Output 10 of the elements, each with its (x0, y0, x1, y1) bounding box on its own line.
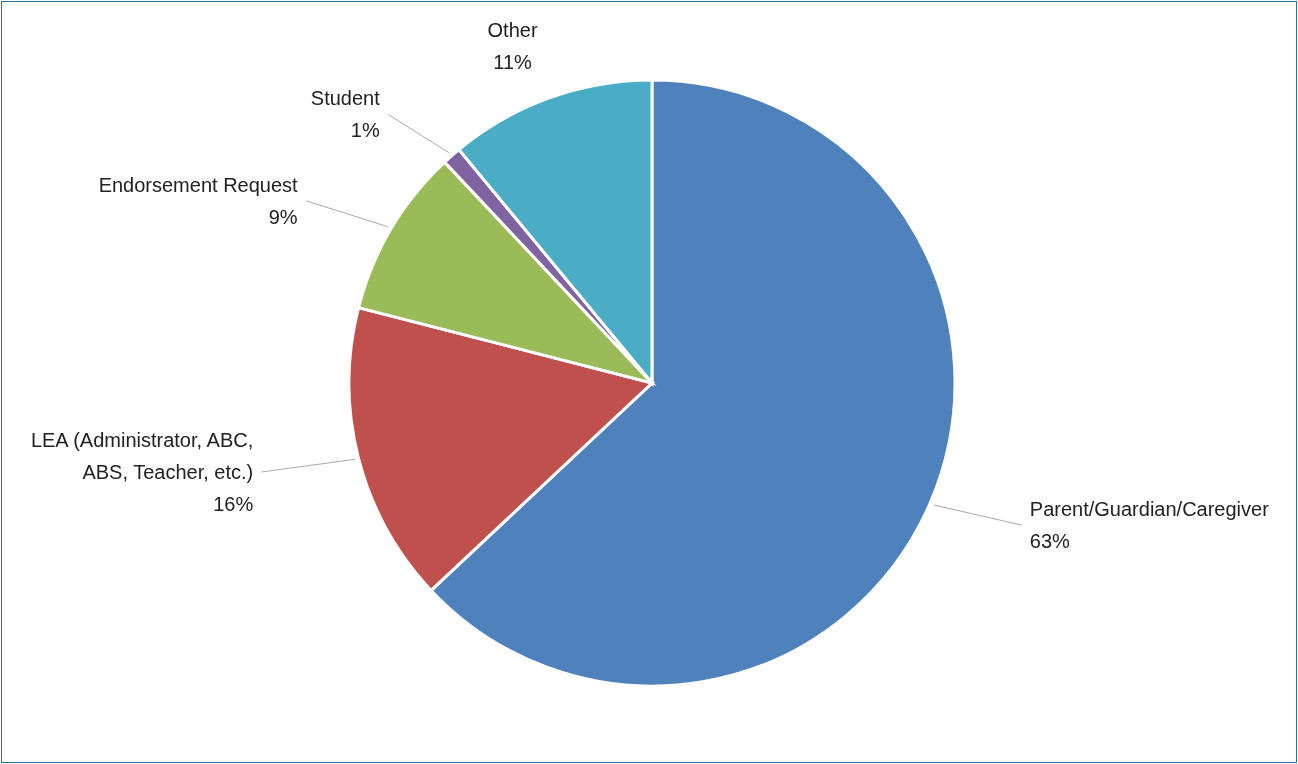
data-label: 1% (350, 119, 380, 142)
slice-label: Endorsement Request (98, 173, 299, 196)
slice-label: Student (310, 87, 381, 110)
slice-label: Parent/Guardian/Caregiver (1029, 498, 1270, 521)
data-label: 16% (213, 493, 254, 516)
data-label: 63% (1029, 530, 1071, 553)
data-label: 9% (268, 205, 298, 228)
slice-label: LEA (Administrator, ABC, ABS, Teacher, etc.) (30, 429, 254, 484)
data-label: 11% (493, 51, 533, 74)
slice-label: Other (487, 19, 538, 42)
